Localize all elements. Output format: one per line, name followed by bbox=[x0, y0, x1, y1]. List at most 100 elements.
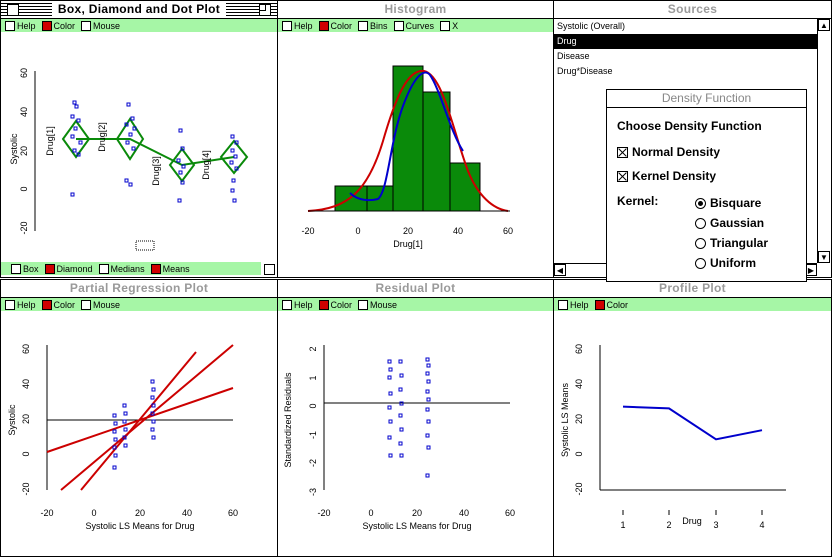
option-color[interactable]: Color bbox=[41, 299, 75, 310]
group-label: Drug[2] bbox=[97, 122, 107, 152]
scroll-up-icon[interactable]: ▲ bbox=[818, 19, 830, 31]
kernel-density-checkbox[interactable]: Kernel Density bbox=[617, 169, 716, 183]
kernel-radio-uniform[interactable]: Uniform bbox=[695, 256, 756, 270]
sources-list: Systolic (Overall) Drug Disease Drug*Dis… bbox=[554, 19, 817, 263]
checkbox-icon bbox=[558, 299, 568, 310]
y-tick-label: -2 bbox=[308, 459, 318, 467]
group-label: Drug[4] bbox=[201, 150, 211, 180]
y-axis-label: Standardized Residuals bbox=[283, 372, 293, 468]
means-line bbox=[76, 138, 235, 167]
box-plot-window: Box, Diamond and Dot Plot Help Color Mou… bbox=[0, 0, 278, 278]
zoom-box-icon[interactable] bbox=[259, 4, 271, 16]
dialog-title: Density Function bbox=[607, 90, 806, 108]
box-plot-titlebar[interactable]: Box, Diamond and Dot Plot bbox=[1, 1, 277, 19]
sources-titlebar[interactable]: Sources bbox=[554, 1, 831, 19]
scroll-left-icon[interactable]: ◀ bbox=[554, 264, 566, 276]
histogram-bars bbox=[334, 65, 481, 212]
option-curves[interactable]: Curves bbox=[393, 20, 434, 31]
dots bbox=[70, 100, 239, 203]
y-tick-label: -1 bbox=[308, 431, 318, 439]
group-labels: Drug[1] Drug[2] Drug[3] Drug[4] bbox=[45, 122, 211, 186]
kernel-radio-bisquare[interactable]: Bisquare bbox=[695, 196, 761, 210]
kernel-radio-gaussian[interactable]: Gaussian bbox=[695, 216, 764, 230]
histogram-titlebar[interactable]: Histogram bbox=[278, 1, 553, 19]
y-tick-label: 60 bbox=[21, 344, 31, 354]
option-medians[interactable]: Medians bbox=[98, 263, 145, 274]
normal-density-curve bbox=[307, 69, 509, 212]
y-tick-label: 40 bbox=[21, 379, 31, 389]
option-diamond[interactable]: Diamond bbox=[44, 263, 93, 274]
kernel-label: Kernel: bbox=[617, 194, 659, 208]
option-mouse[interactable]: Mouse bbox=[81, 299, 120, 310]
x-tick-label: 20 bbox=[135, 508, 145, 518]
checkbox-icon bbox=[282, 299, 292, 310]
option-color[interactable]: Color bbox=[594, 299, 628, 310]
histogram-options: Help Color Bins Curves X bbox=[278, 19, 553, 32]
x-tick-labels: -20 0 20 40 60 bbox=[317, 508, 515, 518]
y-axis-label: Systolic bbox=[9, 133, 19, 165]
profile-titlebar[interactable]: Profile Plot bbox=[554, 280, 831, 298]
y-tick-label: 60 bbox=[19, 68, 29, 78]
radio-selected-icon bbox=[695, 197, 706, 209]
profile-window: Profile Plot Help Color 60 40 20 0 -20 S… bbox=[553, 279, 832, 557]
list-item[interactable]: Systolic (Overall) bbox=[557, 21, 626, 31]
x-tick-label: 60 bbox=[503, 226, 513, 236]
checkbox-icon bbox=[98, 263, 109, 274]
x-tick-label: 2 bbox=[666, 520, 671, 530]
option-help[interactable]: Help bbox=[5, 20, 36, 31]
x-tick-label: 40 bbox=[453, 226, 463, 236]
normal-density-checkbox[interactable]: Normal Density bbox=[617, 145, 720, 159]
kernel-radio-triangular[interactable]: Triangular bbox=[695, 236, 768, 250]
y-tick-label: -20 bbox=[21, 482, 31, 495]
list-item[interactable]: Disease bbox=[557, 51, 590, 61]
window-title: Histogram bbox=[384, 2, 447, 16]
option-mouse[interactable]: Mouse bbox=[358, 299, 397, 310]
group-label: Drug[3] bbox=[151, 156, 161, 186]
residual-titlebar[interactable]: Residual Plot bbox=[278, 280, 553, 298]
option-color[interactable]: Color bbox=[41, 20, 75, 31]
y-tick-label: -20 bbox=[574, 482, 584, 495]
y-tick-label: 1 bbox=[308, 375, 318, 380]
list-item[interactable]: Drug bbox=[554, 34, 817, 49]
option-mouse[interactable]: Mouse bbox=[81, 20, 120, 31]
option-help[interactable]: Help bbox=[558, 299, 589, 310]
partial-regression-titlebar[interactable]: Partial Regression Plot bbox=[1, 280, 277, 298]
x-tick-label: 20 bbox=[403, 226, 413, 236]
option-color[interactable]: Color bbox=[318, 20, 352, 31]
radio-icon bbox=[695, 257, 706, 269]
y-tick-label: -20 bbox=[19, 221, 29, 234]
option-means[interactable]: Means bbox=[150, 263, 190, 274]
window-title: Box, Diamond and Dot Plot bbox=[51, 2, 227, 16]
dialog-heading: Choose Density Function bbox=[617, 119, 762, 133]
close-box-icon[interactable] bbox=[7, 4, 19, 16]
option-box[interactable]: Box bbox=[11, 263, 39, 274]
option-help[interactable]: Help bbox=[282, 299, 313, 310]
radio-icon bbox=[695, 217, 706, 229]
scroll-down-icon[interactable]: ▼ bbox=[818, 251, 830, 263]
density-function-dialog: Density Function Choose Density Function… bbox=[606, 89, 807, 282]
profile-series-line bbox=[622, 405, 763, 441]
checkbox-icon bbox=[5, 299, 15, 310]
resize-grip-icon[interactable] bbox=[264, 264, 275, 275]
y-tick-labels: 2 1 0 -1 -2 -3 bbox=[308, 346, 318, 496]
y-tick-label: -3 bbox=[308, 488, 318, 496]
option-help[interactable]: Help bbox=[282, 20, 313, 31]
checkbox-icon bbox=[440, 20, 451, 31]
y-tick-label: 0 bbox=[19, 186, 29, 191]
points bbox=[387, 357, 431, 478]
list-item[interactable]: Drug*Disease bbox=[557, 66, 613, 76]
box-plot-options: Help Color Mouse bbox=[1, 19, 277, 32]
y-tick-label: 40 bbox=[574, 379, 584, 389]
checkbox-icon bbox=[150, 263, 161, 274]
option-bins[interactable]: Bins bbox=[358, 20, 388, 31]
checkbox-icon bbox=[5, 20, 15, 31]
option-x[interactable]: X bbox=[440, 20, 458, 31]
option-color[interactable]: Color bbox=[318, 299, 352, 310]
x-tick-label: 0 bbox=[355, 226, 360, 236]
vertical-scrollbar[interactable]: ▲ ▼ bbox=[817, 19, 831, 263]
y-tick-label: 2 bbox=[308, 346, 318, 351]
x-tick-label: 1 bbox=[620, 520, 625, 530]
residual-canvas: 2 1 0 -1 -2 -3 Standardized Residuals -2… bbox=[283, 345, 515, 531]
option-help[interactable]: Help bbox=[5, 299, 36, 310]
checkbox-icon bbox=[41, 20, 52, 31]
